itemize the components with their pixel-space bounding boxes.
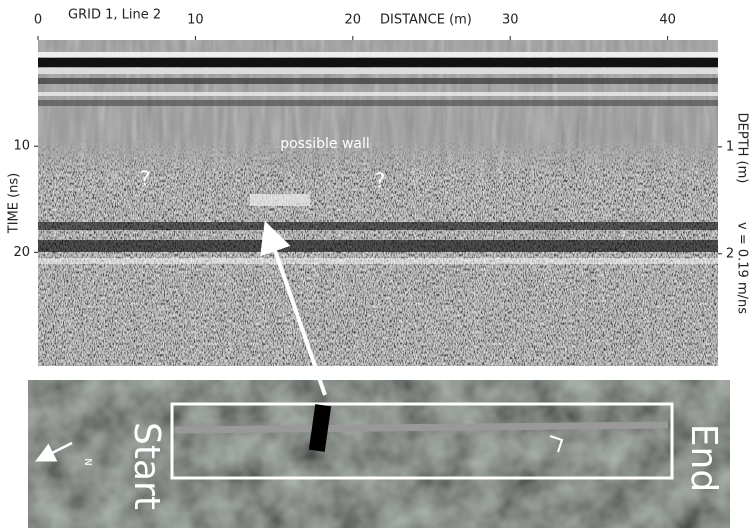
radargram (38, 40, 718, 366)
start-label: Start (126, 422, 167, 510)
x-tick-label: 0 (34, 13, 42, 28)
end-label: End (683, 424, 724, 492)
north-label: N (82, 458, 93, 465)
time-axis-label: TIME (ns) (7, 173, 22, 235)
depth-axis-label: DEPTH (m) (735, 113, 750, 184)
annotation: possible wall (280, 136, 370, 152)
x-tick-label: 30 (502, 13, 519, 28)
x-tick-label: 10 (187, 13, 204, 28)
x-tick-label: 20 (345, 13, 362, 28)
x-axis-label: DISTANCE (m) (380, 13, 472, 28)
figure: GRID 1, Line 2 DISTANCE (m) TIME (ns) DE… (0, 0, 752, 528)
depth-tick-label: 2 (726, 246, 734, 261)
depth-tick-label: 1 (726, 139, 734, 154)
question-mark: ? (140, 167, 151, 191)
title: GRID 1, Line 2 (68, 8, 161, 23)
question-mark: ? (375, 169, 386, 193)
velocity-label: v = 0.19 m/ns (735, 222, 750, 314)
x-tick-label: 40 (659, 13, 676, 28)
y-tick-label: 20 (13, 245, 30, 260)
y-tick-label: 10 (13, 139, 30, 154)
